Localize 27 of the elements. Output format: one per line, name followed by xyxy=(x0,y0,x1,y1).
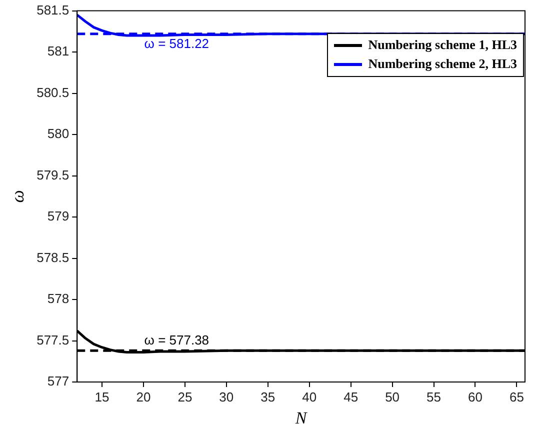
y-tick-label: 578 xyxy=(47,291,70,306)
y-tick-label: 578.5 xyxy=(36,250,70,265)
x-tick-label: 30 xyxy=(219,389,234,404)
legend-label: Numbering scheme 2, HL3 xyxy=(368,56,517,72)
x-tick-label: 40 xyxy=(302,389,317,404)
x-tick-label: 35 xyxy=(260,389,276,404)
y-tick-label: 579.5 xyxy=(36,167,70,182)
ref-line-label: ω = 577.38 xyxy=(144,332,210,348)
legend-label: Numbering scheme 1, HL3 xyxy=(368,37,517,54)
y-axis-title: ω xyxy=(8,190,28,203)
x-tick-label: 50 xyxy=(385,389,400,404)
y-tick-label: 581.5 xyxy=(36,2,70,18)
y-tick-label: 577.5 xyxy=(36,332,70,348)
y-tick-label: 577 xyxy=(47,374,70,389)
x-tick-label: 60 xyxy=(468,389,482,404)
y-tick-label: 581 xyxy=(47,44,70,59)
x-tick-label: 55 xyxy=(426,389,441,404)
ref-line-label: ω = 581.22 xyxy=(144,36,210,51)
x-tick-label: 25 xyxy=(178,389,192,404)
x-tick-label: 15 xyxy=(94,389,110,404)
y-tick-label: 580 xyxy=(47,126,70,142)
x-tick-label: 65 xyxy=(509,389,524,404)
y-tick-label: 579 xyxy=(47,208,70,224)
x-tick-label: 20 xyxy=(136,389,151,404)
x-tick-label: 45 xyxy=(344,389,358,404)
y-tick-label: 580.5 xyxy=(36,84,70,100)
x-axis-title: N xyxy=(294,408,308,428)
